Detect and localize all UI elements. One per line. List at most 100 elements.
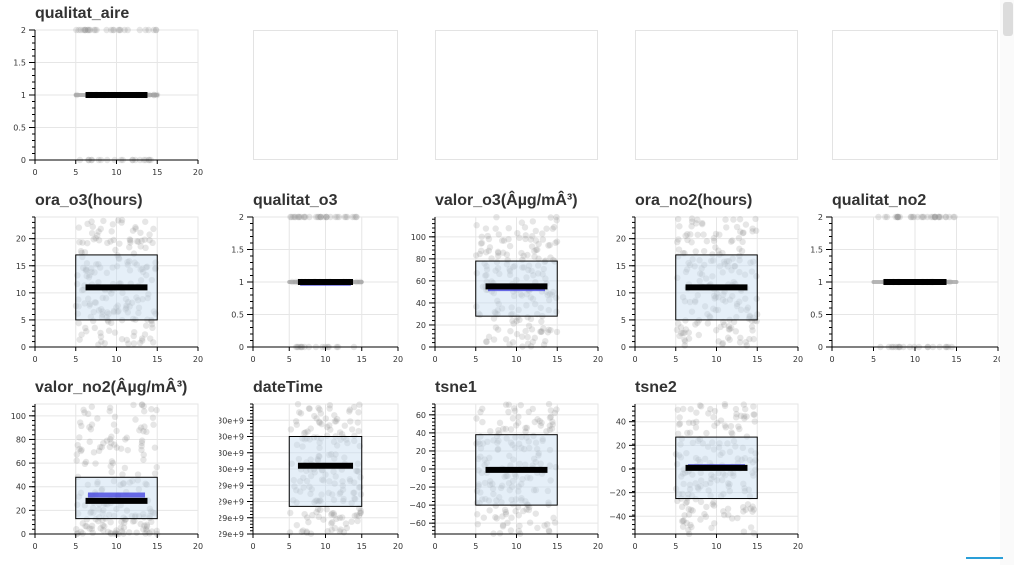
data-point (695, 485, 702, 493)
data-point (716, 440, 723, 447)
data-point (745, 486, 753, 493)
data-point (547, 326, 554, 334)
data-point (676, 414, 683, 421)
data-point (151, 510, 158, 517)
data-point (346, 476, 354, 483)
x-tick-label: 10 (111, 168, 121, 177)
data-point (148, 406, 155, 413)
data-point (697, 469, 704, 477)
accent-line (966, 557, 1003, 559)
data-point (726, 487, 733, 495)
data-point (306, 213, 313, 221)
data-point (342, 520, 350, 527)
y-tick-label: 1.529e+9 (219, 514, 244, 523)
data-point (478, 469, 485, 477)
data-point (516, 460, 523, 467)
data-point (492, 267, 499, 274)
data-point (99, 294, 106, 302)
data-point (529, 295, 537, 303)
data-point (518, 249, 525, 257)
data-point (483, 459, 491, 467)
data-point (354, 517, 361, 525)
data-point (326, 422, 333, 429)
data-point (515, 413, 522, 420)
data-point (80, 406, 87, 414)
data-point (530, 487, 538, 494)
data-point (329, 519, 336, 526)
data-point (740, 401, 747, 408)
x-tick-label: 0 (250, 542, 255, 551)
chart-title: dateTime (253, 379, 323, 396)
data-point (105, 511, 113, 519)
data-point (97, 333, 105, 340)
data-point (153, 406, 160, 414)
data-point (751, 418, 758, 425)
data-point (719, 296, 727, 304)
data-point (95, 228, 102, 235)
data-point (343, 213, 351, 221)
scrollbar-thumb[interactable] (1003, 2, 1013, 36)
data-point (91, 299, 99, 306)
data-point (328, 520, 335, 527)
x-tick-label: 0 (432, 355, 437, 364)
data-point (692, 454, 700, 462)
data-point (719, 341, 726, 348)
data-point (525, 262, 533, 269)
data-point (498, 482, 506, 489)
data-point (744, 304, 752, 311)
data-point (83, 260, 91, 267)
data-point (710, 473, 717, 481)
vertical-scrollbar[interactable] (1000, 0, 1014, 565)
data-point (931, 213, 939, 221)
data-point (337, 436, 344, 443)
data-point (482, 338, 490, 345)
data-point (475, 438, 482, 446)
data-point (535, 240, 542, 248)
data-point (499, 523, 507, 530)
data-point (520, 507, 527, 515)
data-point (674, 430, 682, 437)
data-point (742, 295, 749, 302)
x-tick-label: 0 (632, 542, 637, 551)
data-point (746, 335, 753, 343)
data-point (686, 261, 694, 269)
data-point (539, 435, 546, 443)
data-point (84, 220, 91, 228)
chart-title: valor_o3(Âµg/mÂ³) (435, 192, 578, 209)
data-point (331, 412, 338, 419)
data-point (145, 26, 152, 34)
chart-title: tsne2 (635, 379, 677, 396)
data-point (692, 321, 699, 328)
data-point (144, 294, 151, 302)
y-tick-label: 40 (416, 299, 426, 308)
data-point (747, 259, 754, 266)
data-point (546, 241, 554, 249)
data-point (483, 262, 490, 270)
data-point (89, 504, 97, 512)
data-point (717, 323, 724, 331)
data-point (701, 303, 709, 310)
data-point (942, 213, 949, 221)
data-point (353, 213, 360, 221)
data-point (677, 324, 685, 331)
data-point (77, 247, 85, 255)
y-tick-label: 0 (421, 465, 426, 474)
data-point (518, 433, 525, 441)
data-point (293, 499, 300, 506)
data-point (74, 310, 82, 317)
data-point (517, 291, 524, 298)
data-point (291, 483, 298, 490)
data-point (75, 26, 82, 34)
data-point (341, 454, 348, 461)
data-point (324, 528, 331, 535)
data-point (681, 512, 688, 519)
data-point (681, 298, 689, 305)
x-tick-label: 5 (287, 542, 292, 551)
data-point (122, 516, 130, 523)
data-point (518, 292, 526, 299)
data-point (300, 484, 307, 491)
data-point (96, 264, 104, 271)
data-point (75, 224, 83, 231)
data-point (534, 416, 541, 423)
data-point (300, 474, 307, 481)
